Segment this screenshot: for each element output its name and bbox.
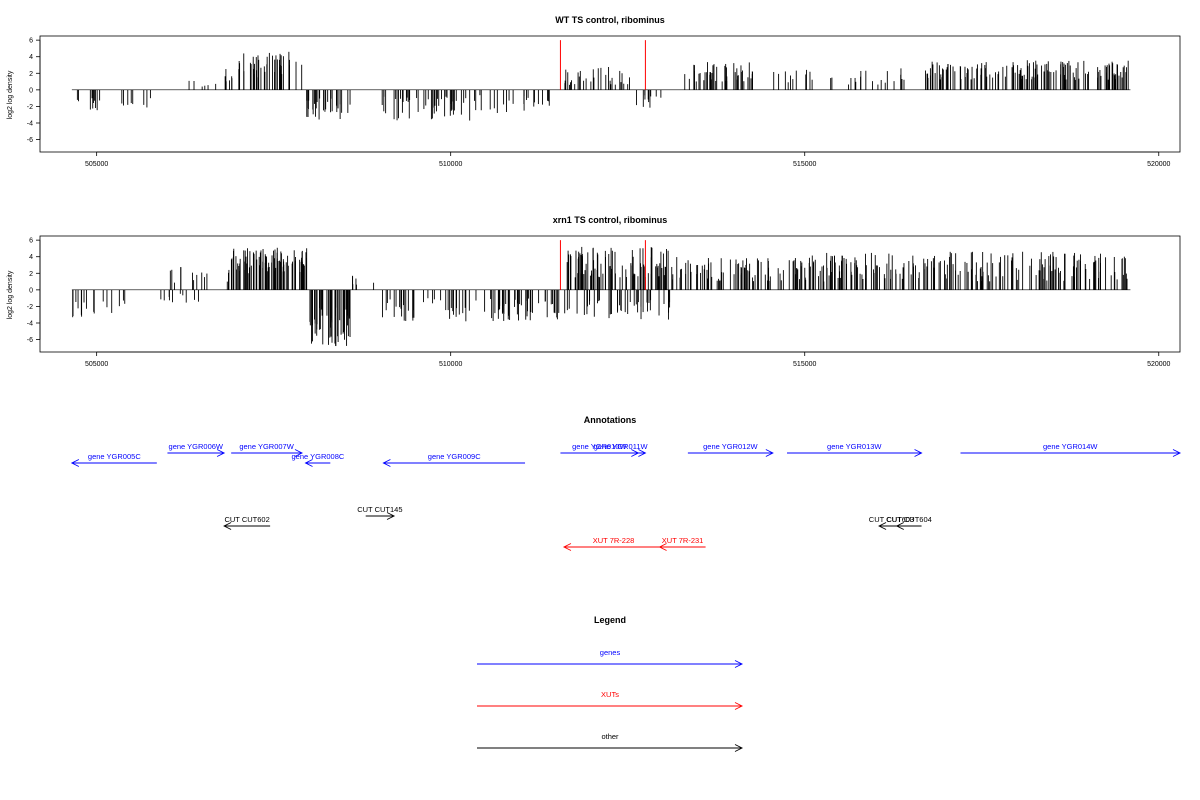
annotations-track: Annotations gene YGR005C gene YGR006W gene…	[70, 415, 1182, 551]
feature-label: gene YGR006W	[169, 442, 224, 451]
y-tick-label: 4	[29, 54, 33, 61]
feature-arrowhead	[386, 512, 396, 520]
legend-arrowhead	[734, 660, 744, 668]
annotation-feature: gene YGR006W	[167, 442, 226, 457]
panel-xrn1-ylabel: log2 log density	[7, 270, 14, 319]
y-tick-label: -6	[27, 337, 33, 344]
panel-xrn1-y-axis: 6 4 2 0 -2 -4 -6	[27, 238, 41, 344]
x-tick-label: 515000	[793, 361, 816, 368]
feature-label: gene YGR009C	[428, 452, 481, 461]
panel-wt-ylabel: log2 log density	[7, 70, 14, 119]
feature-arrowhead	[878, 522, 887, 530]
feature-arrowhead	[914, 449, 923, 457]
feature-label: gene YGR008C	[292, 452, 345, 461]
panel-wt: WT TS control, ribominus log2 log densit…	[7, 15, 1181, 168]
annotation-feature: XUT 7R-231	[658, 536, 706, 551]
feature-arrowhead	[294, 449, 303, 457]
feature-arrowhead	[562, 543, 572, 551]
panel-wt-frame	[39, 35, 1181, 153]
annotation-feature: gene YGR012W	[687, 442, 774, 457]
x-tick-label: 510000	[439, 361, 462, 368]
y-tick-label: 0	[29, 287, 33, 294]
feature-arrowhead	[658, 543, 667, 551]
feature-arrowhead	[638, 449, 647, 457]
y-tick-label: -4	[27, 321, 33, 328]
legend-entry: genes	[477, 648, 744, 668]
x-tick-label: 505000	[85, 161, 108, 168]
feature-label: gene YGR011W	[594, 442, 649, 451]
legend-entry: XUTs	[477, 690, 744, 710]
y-tick-label: 6	[29, 238, 33, 245]
y-tick-label: -6	[27, 137, 33, 144]
legend-arrowhead	[734, 702, 744, 710]
feature-label: gene YGR007W	[239, 442, 294, 451]
x-tick-label: 520000	[1147, 361, 1170, 368]
annotation-feature: gene YGR009C	[382, 452, 526, 467]
feature-label: gene YGR014W	[1043, 442, 1098, 451]
feature-arrowhead	[223, 522, 232, 530]
y-tick-label: -4	[27, 121, 33, 128]
legend-label: other	[601, 732, 619, 741]
feature-arrowhead	[1172, 449, 1182, 457]
y-tick-label: -2	[27, 304, 33, 311]
legend-label: genes	[600, 648, 621, 657]
feature-arrowhead	[70, 459, 80, 467]
panel-wt-x-axis: 505000 510000 515000 520000	[85, 151, 1171, 168]
annotation-feature: CUT CUT604	[887, 515, 932, 530]
feature-arrowhead	[765, 449, 774, 457]
feature-label: gene YGR005C	[88, 452, 141, 461]
panel-wt-title: WT TS control, ribominus	[555, 15, 665, 25]
annotation-feature: XUT 7R-228	[562, 536, 664, 551]
y-tick-label: 6	[29, 38, 33, 45]
y-tick-label: 4	[29, 254, 33, 261]
panel-xrn1-x-axis: 505000 510000 515000 520000	[85, 351, 1171, 368]
annotation-feature: gene YGR008C	[292, 452, 345, 467]
legend-title: Legend	[594, 615, 626, 625]
feature-arrowhead	[382, 459, 391, 467]
annotation-feature: gene YGR011W	[594, 442, 649, 457]
feature-label: CUT CUT145	[357, 505, 402, 514]
panel-xrn1-title: xrn1 TS control, ribominus	[553, 215, 668, 225]
annotation-feature: gene YGR013W	[787, 442, 923, 457]
feature-label: CUT CUT602	[224, 515, 269, 524]
panel-xrn1-bars	[71, 240, 1131, 347]
panel-wt-bars	[71, 40, 1131, 121]
x-tick-label: 515000	[793, 161, 816, 168]
feature-label: CUT CUT603	[869, 515, 914, 524]
feature-label: XUT 7R-231	[662, 536, 704, 545]
feature-label: gene YGR013W	[827, 442, 882, 451]
annotation-feature: CUT CUT145	[357, 505, 403, 520]
legend-entries: genes XUTs other	[477, 648, 744, 752]
x-tick-label: 505000	[85, 361, 108, 368]
feature-label: CUT CUT604	[887, 515, 932, 524]
legend-entry: other	[477, 732, 744, 752]
annotations-title: Annotations	[584, 415, 637, 425]
y-tick-label: 2	[29, 271, 33, 278]
annotation-feature: gene YGR005C	[70, 452, 157, 467]
feature-label: gene YGR012W	[703, 442, 758, 451]
feature-label: gene YGR010W	[572, 442, 627, 451]
annotation-feature: gene YGR014W	[960, 442, 1182, 457]
annotation-feature: gene YGR007W	[231, 442, 303, 457]
x-tick-label: 510000	[439, 161, 462, 168]
feature-label: XUT 7R-228	[593, 536, 635, 545]
legend-arrowhead	[734, 744, 744, 752]
feature-arrowhead	[216, 449, 226, 457]
legend-label: XUTs	[601, 690, 619, 699]
panel-wt-y-axis: 6 4 2 0 -2 -4 -6	[27, 38, 41, 144]
y-tick-label: -2	[27, 104, 33, 111]
feature-arrowhead	[304, 459, 313, 467]
panel-xrn1: xrn1 TS control, ribominus log2 log dens…	[7, 215, 1181, 368]
legend: Legend genes XUTs other	[477, 615, 744, 752]
annotation-feature: CUT CUT602	[223, 515, 271, 530]
y-tick-label: 2	[29, 71, 33, 78]
feature-arrowhead	[895, 522, 904, 530]
x-tick-label: 520000	[1147, 161, 1170, 168]
y-tick-label: 0	[29, 87, 33, 94]
